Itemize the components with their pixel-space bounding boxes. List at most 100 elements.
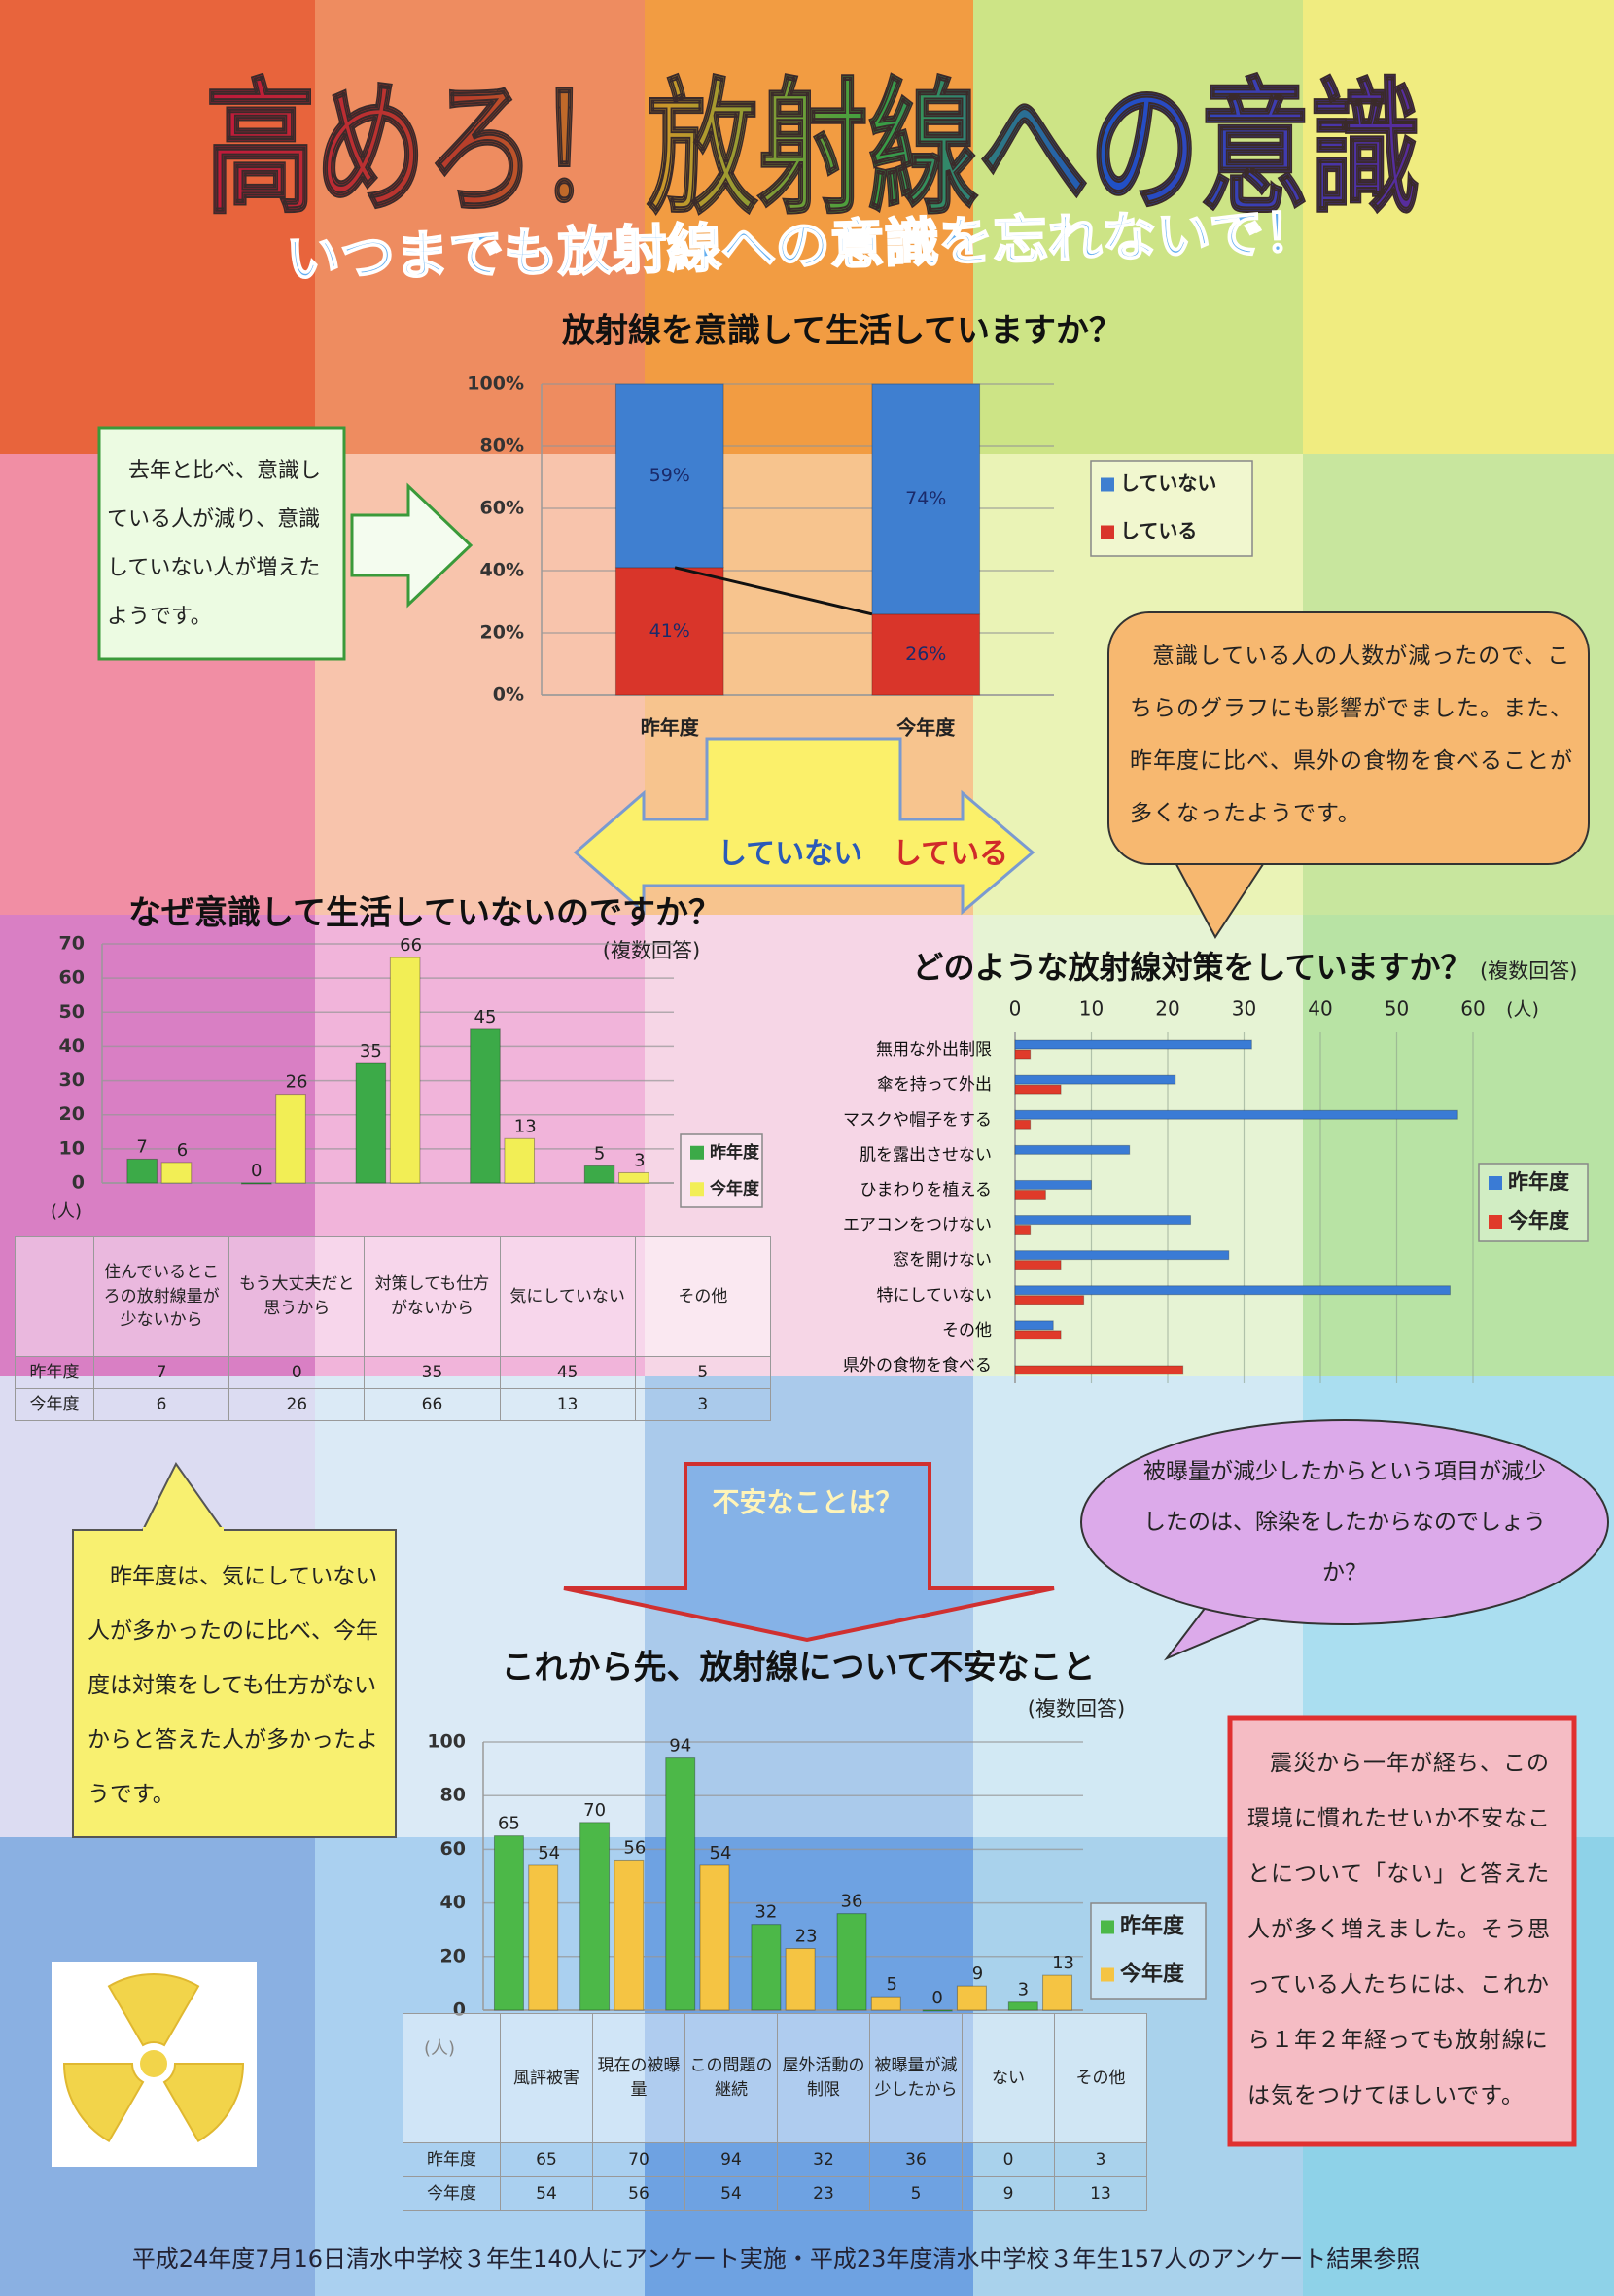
- table-corner: [15, 1236, 94, 1357]
- data-label: 23: [795, 1927, 818, 1947]
- bar: [355, 1062, 387, 1184]
- conclusion-box: [1227, 1715, 1577, 2147]
- x-tick-label: 40: [1308, 997, 1332, 1021]
- background-tile: [315, 0, 645, 454]
- table: 風評被害 現在の被曝量 この問題の継続 屋外活動の制限 被曝量が減少したから ない その他昨…: [403, 2013, 1147, 2211]
- background-tile: [645, 0, 973, 454]
- chart-title: 放射線を意識して生活していますか？: [562, 312, 1122, 351]
- bar: [1014, 1179, 1092, 1190]
- y-tick-label: 50: [59, 1001, 85, 1023]
- data-label: 45: [474, 1007, 497, 1027]
- data-label: 36: [841, 1892, 863, 1912]
- legend-label: している: [1120, 519, 1197, 542]
- table-cell: 6: [92, 1388, 230, 1421]
- legend-label: 今年度: [710, 1178, 760, 1199]
- legend-swatch: [1101, 1967, 1114, 1982]
- y-tick-label: ひまわりを植える: [860, 1180, 993, 1200]
- table-cell: 3: [634, 1388, 771, 1421]
- table-row: 今年度 54 56 54 23 5 9 13: [403, 2176, 1147, 2211]
- data-label: 26%: [905, 644, 946, 665]
- footer: 平成24年度7月16日清水中学校３年生140人にアンケート実施・平成23年度清水…: [132, 2245, 1421, 2273]
- y-tick-label: 60: [59, 967, 85, 989]
- y-tick-label: 100%: [467, 373, 524, 395]
- bar: [665, 1757, 696, 2011]
- bar: [528, 1864, 559, 2011]
- bubble-tail: [1170, 854, 1271, 939]
- y-tick-label: 80: [440, 1785, 466, 1806]
- callout-joint: [143, 1527, 224, 1533]
- legend-label: 今年度: [1508, 1209, 1569, 1233]
- chart-subtitle: (複数回答): [1028, 1697, 1125, 1721]
- background-tile: [1303, 915, 1614, 1376]
- x-tick-label: 今年度: [896, 716, 956, 740]
- data-label: 13: [514, 1116, 537, 1136]
- table-cell: 13: [499, 1388, 636, 1421]
- legend-swatch: [1101, 1920, 1114, 1934]
- bar: [470, 1028, 501, 1184]
- table-header: ない: [962, 2013, 1055, 2143]
- data-table: 住んでいるところの放射線量が少ないから もう大丈夫だと思うから 対策しても仕方がない…: [15, 1236, 771, 1421]
- bar: [1014, 1074, 1176, 1085]
- bar: [614, 1859, 645, 2011]
- prompt-text: 不安なことは？: [712, 1486, 903, 1518]
- data-label: 66: [400, 935, 422, 956]
- table-row-label: 昨年度: [403, 2142, 501, 2177]
- table-cell: 66: [364, 1388, 501, 1421]
- table-header: その他: [1054, 2013, 1147, 2143]
- bar: [1014, 1330, 1062, 1340]
- bar: [1014, 1365, 1184, 1375]
- table-cell: 5: [634, 1356, 771, 1389]
- table-cell: 70: [592, 2142, 685, 2177]
- y-tick-label: 無用な外出制限: [876, 1040, 992, 1060]
- bar: [618, 1171, 649, 1184]
- callout-box: [72, 1529, 397, 1838]
- poster-title: 高めろ！放射線への意識: [205, 65, 1421, 234]
- data-label: 70: [583, 1800, 606, 1821]
- table-header: 屋外活動の制限: [777, 2013, 870, 2143]
- table-row-label: 今年度: [15, 1388, 94, 1421]
- data-label: 54: [538, 1843, 560, 1863]
- y-tick-label: マスクや帽子をする: [843, 1110, 992, 1130]
- table-cell: 23: [777, 2176, 870, 2211]
- bar-segment: [614, 567, 724, 696]
- table-cell: 13: [1054, 2176, 1147, 2211]
- table-row: 昨年度 65 70 94 32 36 0 3: [403, 2142, 1147, 2177]
- bar: [1014, 1109, 1458, 1120]
- legend-swatch: [1489, 1176, 1502, 1190]
- bar: [1014, 1295, 1085, 1305]
- bar: [1014, 1119, 1032, 1130]
- data-label: 26: [286, 1072, 308, 1093]
- table-row: 昨年度 7 0 35 45 5: [15, 1356, 771, 1389]
- legend-swatch: [1489, 1215, 1502, 1229]
- data-label: 13: [1052, 1953, 1074, 1973]
- table-cell: 56: [592, 2176, 685, 2211]
- data-label: 5: [887, 1974, 897, 1995]
- data-label: 3: [634, 1150, 645, 1170]
- y-tick-label: 40: [59, 1035, 85, 1057]
- data-label: 65: [498, 1814, 520, 1834]
- bar: [1014, 1144, 1131, 1155]
- bar: [1014, 1260, 1062, 1270]
- bar-segment: [871, 383, 981, 615]
- chart-title: なぜ意識して生活していないのですか？: [128, 894, 721, 933]
- background-tile: [973, 0, 1303, 454]
- table-header-row: 風評被害 現在の被曝量 この問題の継続 屋外活動の制限 被曝量が減少したから ない その他: [403, 2013, 1147, 2143]
- table-cell: 54: [684, 2176, 778, 2211]
- table-cell: 94: [684, 2142, 778, 2177]
- bar: [389, 957, 421, 1184]
- bar: [1014, 1039, 1252, 1050]
- axis-unit: (人): [51, 1201, 82, 1222]
- trend-line: [674, 566, 873, 616]
- table-cell: 65: [500, 2142, 593, 2177]
- table-cell: 5: [869, 2176, 963, 2211]
- table-cell: 36: [869, 2142, 963, 2177]
- bar: [1014, 1225, 1032, 1235]
- bar: [1014, 1285, 1451, 1296]
- note-text: 被曝量が減少したからという項目が減少したのは、除染をしたからなのでしょうか？: [1143, 1459, 1546, 1585]
- x-tick-label: 50: [1385, 997, 1409, 1021]
- data-label: 41%: [649, 620, 690, 642]
- table-header: その他: [634, 1236, 771, 1357]
- y-tick-label: 80%: [480, 435, 524, 457]
- data-label: 5: [594, 1143, 605, 1164]
